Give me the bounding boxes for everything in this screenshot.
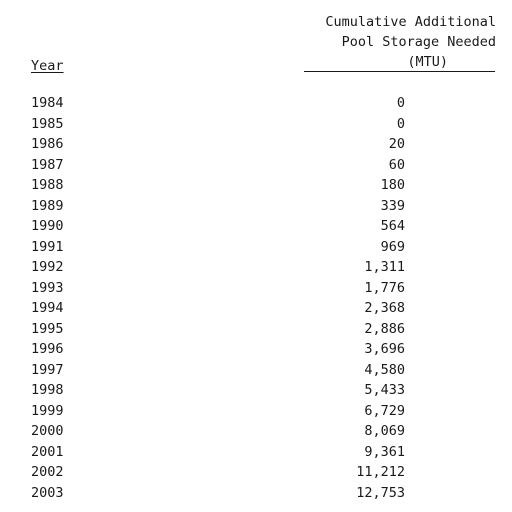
table-row: 1990 564 (0, 216, 512, 237)
year-cell: 2002 (31, 462, 64, 483)
storage-header-rule (304, 71, 495, 72)
table-row: 1987 60 (0, 155, 512, 176)
storage-value-cell: 2,368 (364, 298, 405, 319)
year-cell: 1986 (31, 134, 64, 155)
table-row: 1988 180 (0, 175, 512, 196)
storage-header-line-2: Pool Storage Needed (300, 32, 496, 52)
table-row: 1995 2,886 (0, 319, 512, 340)
year-cell: 1993 (31, 278, 64, 299)
year-cell: 1996 (31, 339, 64, 360)
storage-value-cell: 11,212 (356, 462, 405, 483)
table-row: 1984 0 (0, 93, 512, 114)
table-row: 1992 1,311 (0, 257, 512, 278)
year-column-header: Year (31, 57, 64, 75)
table-row: 2002 11,212 (0, 462, 512, 483)
storage-value-cell: 1,311 (364, 257, 405, 278)
data-table: 1984 0 1985 0 1986 20 1987 60 1988 180 1989 339 1990… (0, 93, 512, 503)
table-row: 1994 2,368 (0, 298, 512, 319)
year-cell: 1998 (31, 380, 64, 401)
storage-header-unit: (MTU) (300, 52, 496, 72)
year-cell: 1997 (31, 360, 64, 381)
table-row: 1993 1,776 (0, 278, 512, 299)
year-cell: 2003 (31, 483, 64, 504)
table-row: 1997 4,580 (0, 360, 512, 381)
table-row: 1999 6,729 (0, 401, 512, 422)
year-cell: 1992 (31, 257, 64, 278)
storage-value-cell: 9,361 (364, 442, 405, 463)
storage-value-cell: 339 (381, 196, 405, 217)
storage-value-cell: 12,753 (356, 483, 405, 504)
year-cell: 1991 (31, 237, 64, 258)
storage-value-cell: 20 (389, 134, 405, 155)
table-row: 1989 339 (0, 196, 512, 217)
storage-value-cell: 969 (381, 237, 405, 258)
year-cell: 1995 (31, 319, 64, 340)
storage-value-cell: 3,696 (364, 339, 405, 360)
table-row: 2003 12,753 (0, 483, 512, 504)
storage-value-cell: 60 (389, 155, 405, 176)
year-cell: 1989 (31, 196, 64, 217)
table-row: 1996 3,696 (0, 339, 512, 360)
year-cell: 2000 (31, 421, 64, 442)
storage-value-cell: 0 (397, 114, 405, 135)
year-cell: 1988 (31, 175, 64, 196)
table-row: 1986 20 (0, 134, 512, 155)
table-row: 1985 0 (0, 114, 512, 135)
year-cell: 2001 (31, 442, 64, 463)
storage-value-cell: 2,886 (364, 319, 405, 340)
storage-value-cell: 6,729 (364, 401, 405, 422)
table-row: 2000 8,069 (0, 421, 512, 442)
storage-column-header: Cumulative Additional Pool Storage Neede… (300, 12, 496, 72)
storage-value-cell: 564 (381, 216, 405, 237)
year-cell: 1985 (31, 114, 64, 135)
storage-value-cell: 8,069 (364, 421, 405, 442)
year-cell: 1990 (31, 216, 64, 237)
storage-value-cell: 0 (397, 93, 405, 114)
table-row: 1991 969 (0, 237, 512, 258)
storage-value-cell: 5,433 (364, 380, 405, 401)
storage-header-line-1: Cumulative Additional (300, 12, 496, 32)
table-row: 1998 5,433 (0, 380, 512, 401)
year-cell: 1999 (31, 401, 64, 422)
storage-value-cell: 180 (381, 175, 405, 196)
storage-value-cell: 1,776 (364, 278, 405, 299)
year-cell: 1994 (31, 298, 64, 319)
table-row: 2001 9,361 (0, 442, 512, 463)
year-cell: 1987 (31, 155, 64, 176)
storage-value-cell: 4,580 (364, 360, 405, 381)
year-cell: 1984 (31, 93, 64, 114)
